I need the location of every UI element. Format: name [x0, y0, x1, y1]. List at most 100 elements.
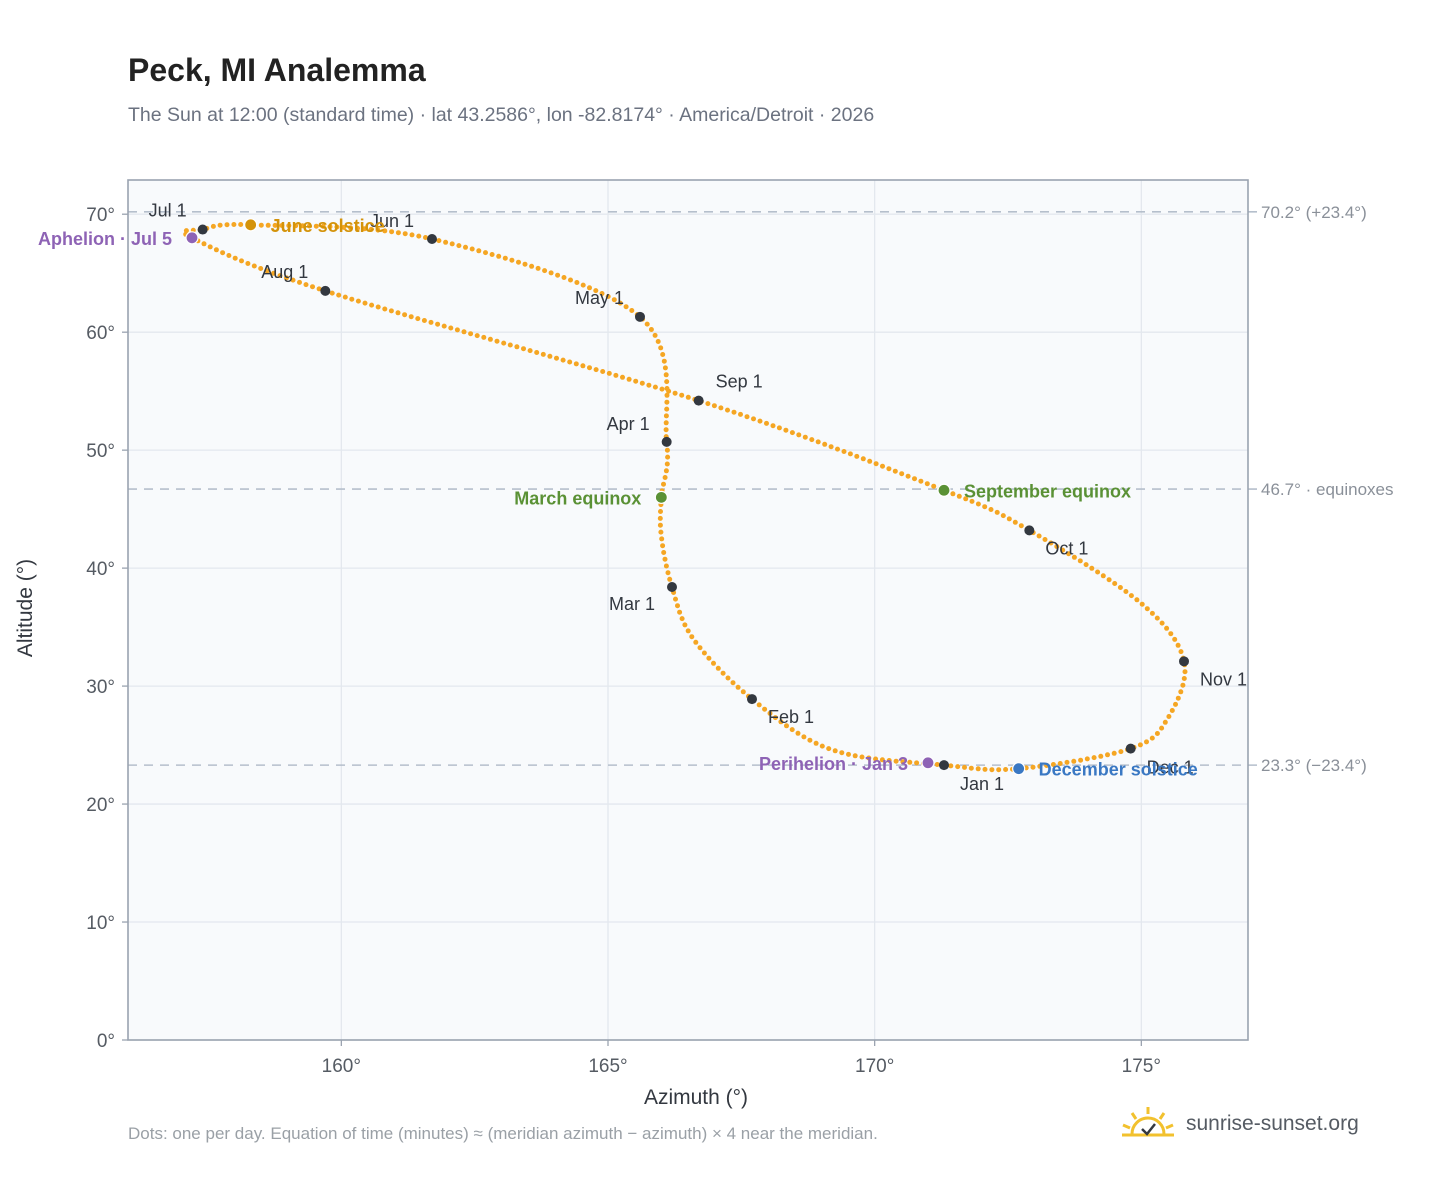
daily-sun-dot [542, 268, 548, 274]
daily-sun-dot [789, 430, 795, 436]
daily-sun-dot [664, 399, 670, 405]
daily-sun-dot [573, 361, 579, 367]
month-marker-label: Sep 1 [716, 372, 763, 392]
daily-sun-dot [226, 253, 232, 258]
daily-sun-dot [660, 352, 666, 357]
daily-sun-dot [664, 406, 670, 412]
daily-sun-dot [514, 344, 520, 350]
daily-sun-dot [483, 250, 488, 256]
daily-sun-dot [336, 292, 342, 298]
month-marker-dot [427, 233, 437, 244]
daily-sun-dot [521, 346, 526, 352]
daily-sun-dot [1149, 610, 1155, 616]
daily-sun-dot [832, 748, 838, 754]
daily-sun-dot [1071, 758, 1077, 764]
daily-sun-dot [1118, 749, 1124, 755]
daily-sun-dot [715, 665, 721, 671]
daily-sun-dot [587, 365, 592, 371]
daily-sun-dot [428, 319, 434, 325]
daily-sun-dot [646, 382, 652, 388]
brand-name: sunrise-sunset.org [1186, 1112, 1359, 1135]
daily-sun-dot [795, 730, 801, 736]
reference-lines: 70.2° (+23.4°) 46.7° · equinoxes 23.3° (−2… [128, 203, 1394, 775]
daily-sun-dot [1048, 540, 1054, 546]
plot-area [128, 180, 1248, 1040]
daily-sun-dot [1018, 523, 1024, 529]
sun-logo-icon [1122, 1107, 1174, 1137]
daily-sun-dot [481, 334, 487, 340]
daily-sun-dot [1100, 573, 1106, 579]
daily-sun-dot [994, 509, 1000, 515]
daily-sun-dot [963, 496, 969, 502]
y-tick-label: 70° [86, 205, 115, 226]
daily-sun-dot [611, 297, 617, 303]
month-marker-label: Nov 1 [1200, 669, 1247, 689]
daily-sun-dot [762, 706, 768, 712]
daily-sun-dot [264, 268, 270, 274]
daily-sun-dot [950, 491, 956, 497]
month-marker-label: Jul 1 [149, 201, 187, 221]
y-tick-label: 20° [86, 795, 115, 816]
daily-sun-dot [1178, 649, 1184, 655]
daily-sun-dot [841, 449, 847, 454]
daily-sun-dot [1084, 756, 1090, 762]
daily-sun-dot [677, 609, 683, 615]
daily-sun-dot [685, 394, 691, 400]
daily-sun-dot [502, 255, 508, 261]
daily-sun-dot [819, 743, 825, 749]
daily-sun-dot [730, 680, 736, 686]
daily-sun-dot [701, 650, 707, 656]
daily-sun-dot [675, 603, 680, 609]
daily-sun-dot [873, 756, 879, 762]
daily-sun-dot [389, 229, 395, 235]
daily-sun-dot [1154, 731, 1160, 736]
plot-frame [127, 179, 1249, 1041]
event-label: June solstice [271, 216, 385, 236]
daily-sun-dot [1095, 569, 1101, 575]
daily-sun-dot [1159, 620, 1165, 626]
daily-sun-dot [487, 336, 493, 342]
daily-sun-dot [757, 418, 763, 424]
daily-sun-dot [361, 226, 367, 232]
daily-sun-dot [1154, 615, 1160, 621]
daily-sun-dot [893, 758, 899, 764]
daily-sun-dot [1175, 642, 1181, 648]
daily-sun-dot [1042, 537, 1048, 542]
daily-sun-dot [738, 411, 743, 417]
daily-sun-dot [693, 639, 699, 645]
daily-sun-dot [982, 504, 988, 510]
daily-sun-dot [659, 386, 665, 392]
daily-sun-dot [441, 323, 447, 329]
daily-sun-dot [1064, 759, 1070, 765]
daily-sun-dot [522, 261, 528, 267]
daily-sun-dot [232, 255, 238, 261]
daily-sun-dot [783, 427, 789, 433]
daily-sun-dot [265, 222, 271, 228]
event-marker-dot [654, 490, 668, 504]
daily-sun-dot [914, 760, 920, 766]
daily-sun-dot [1117, 585, 1123, 590]
daily-sun-dot [867, 458, 873, 464]
chart-subtitle: The Sun at 12:00 (standard time) · lat 4… [128, 104, 875, 126]
daily-sun-dot [1164, 625, 1170, 631]
daily-sun-dot [859, 754, 865, 760]
daily-sun-dot [306, 223, 312, 229]
y-tick-label: 0° [97, 1031, 115, 1052]
x-tick-label: 165° [588, 1056, 627, 1077]
daily-sun-dot [880, 463, 885, 469]
daily-sun-dot [860, 456, 866, 462]
daily-sun-dot [496, 253, 502, 259]
daily-sun-dot [813, 740, 819, 746]
daily-sun-dot [784, 723, 789, 729]
daily-sun-dot [395, 310, 401, 316]
daily-sun-dot [866, 755, 872, 761]
footnote: Dots: one per day. Equation of time (min… [128, 1124, 878, 1143]
reference-line-label: 23.3° (−23.4°) [1261, 756, 1367, 775]
daily-sun-dot [711, 660, 716, 666]
daily-sun-dot [652, 332, 658, 338]
daily-sun-dot [1172, 636, 1178, 642]
daily-sun-dot [663, 563, 669, 569]
x-tick-label: 175° [1122, 1056, 1161, 1077]
daily-sun-dot [540, 351, 546, 357]
